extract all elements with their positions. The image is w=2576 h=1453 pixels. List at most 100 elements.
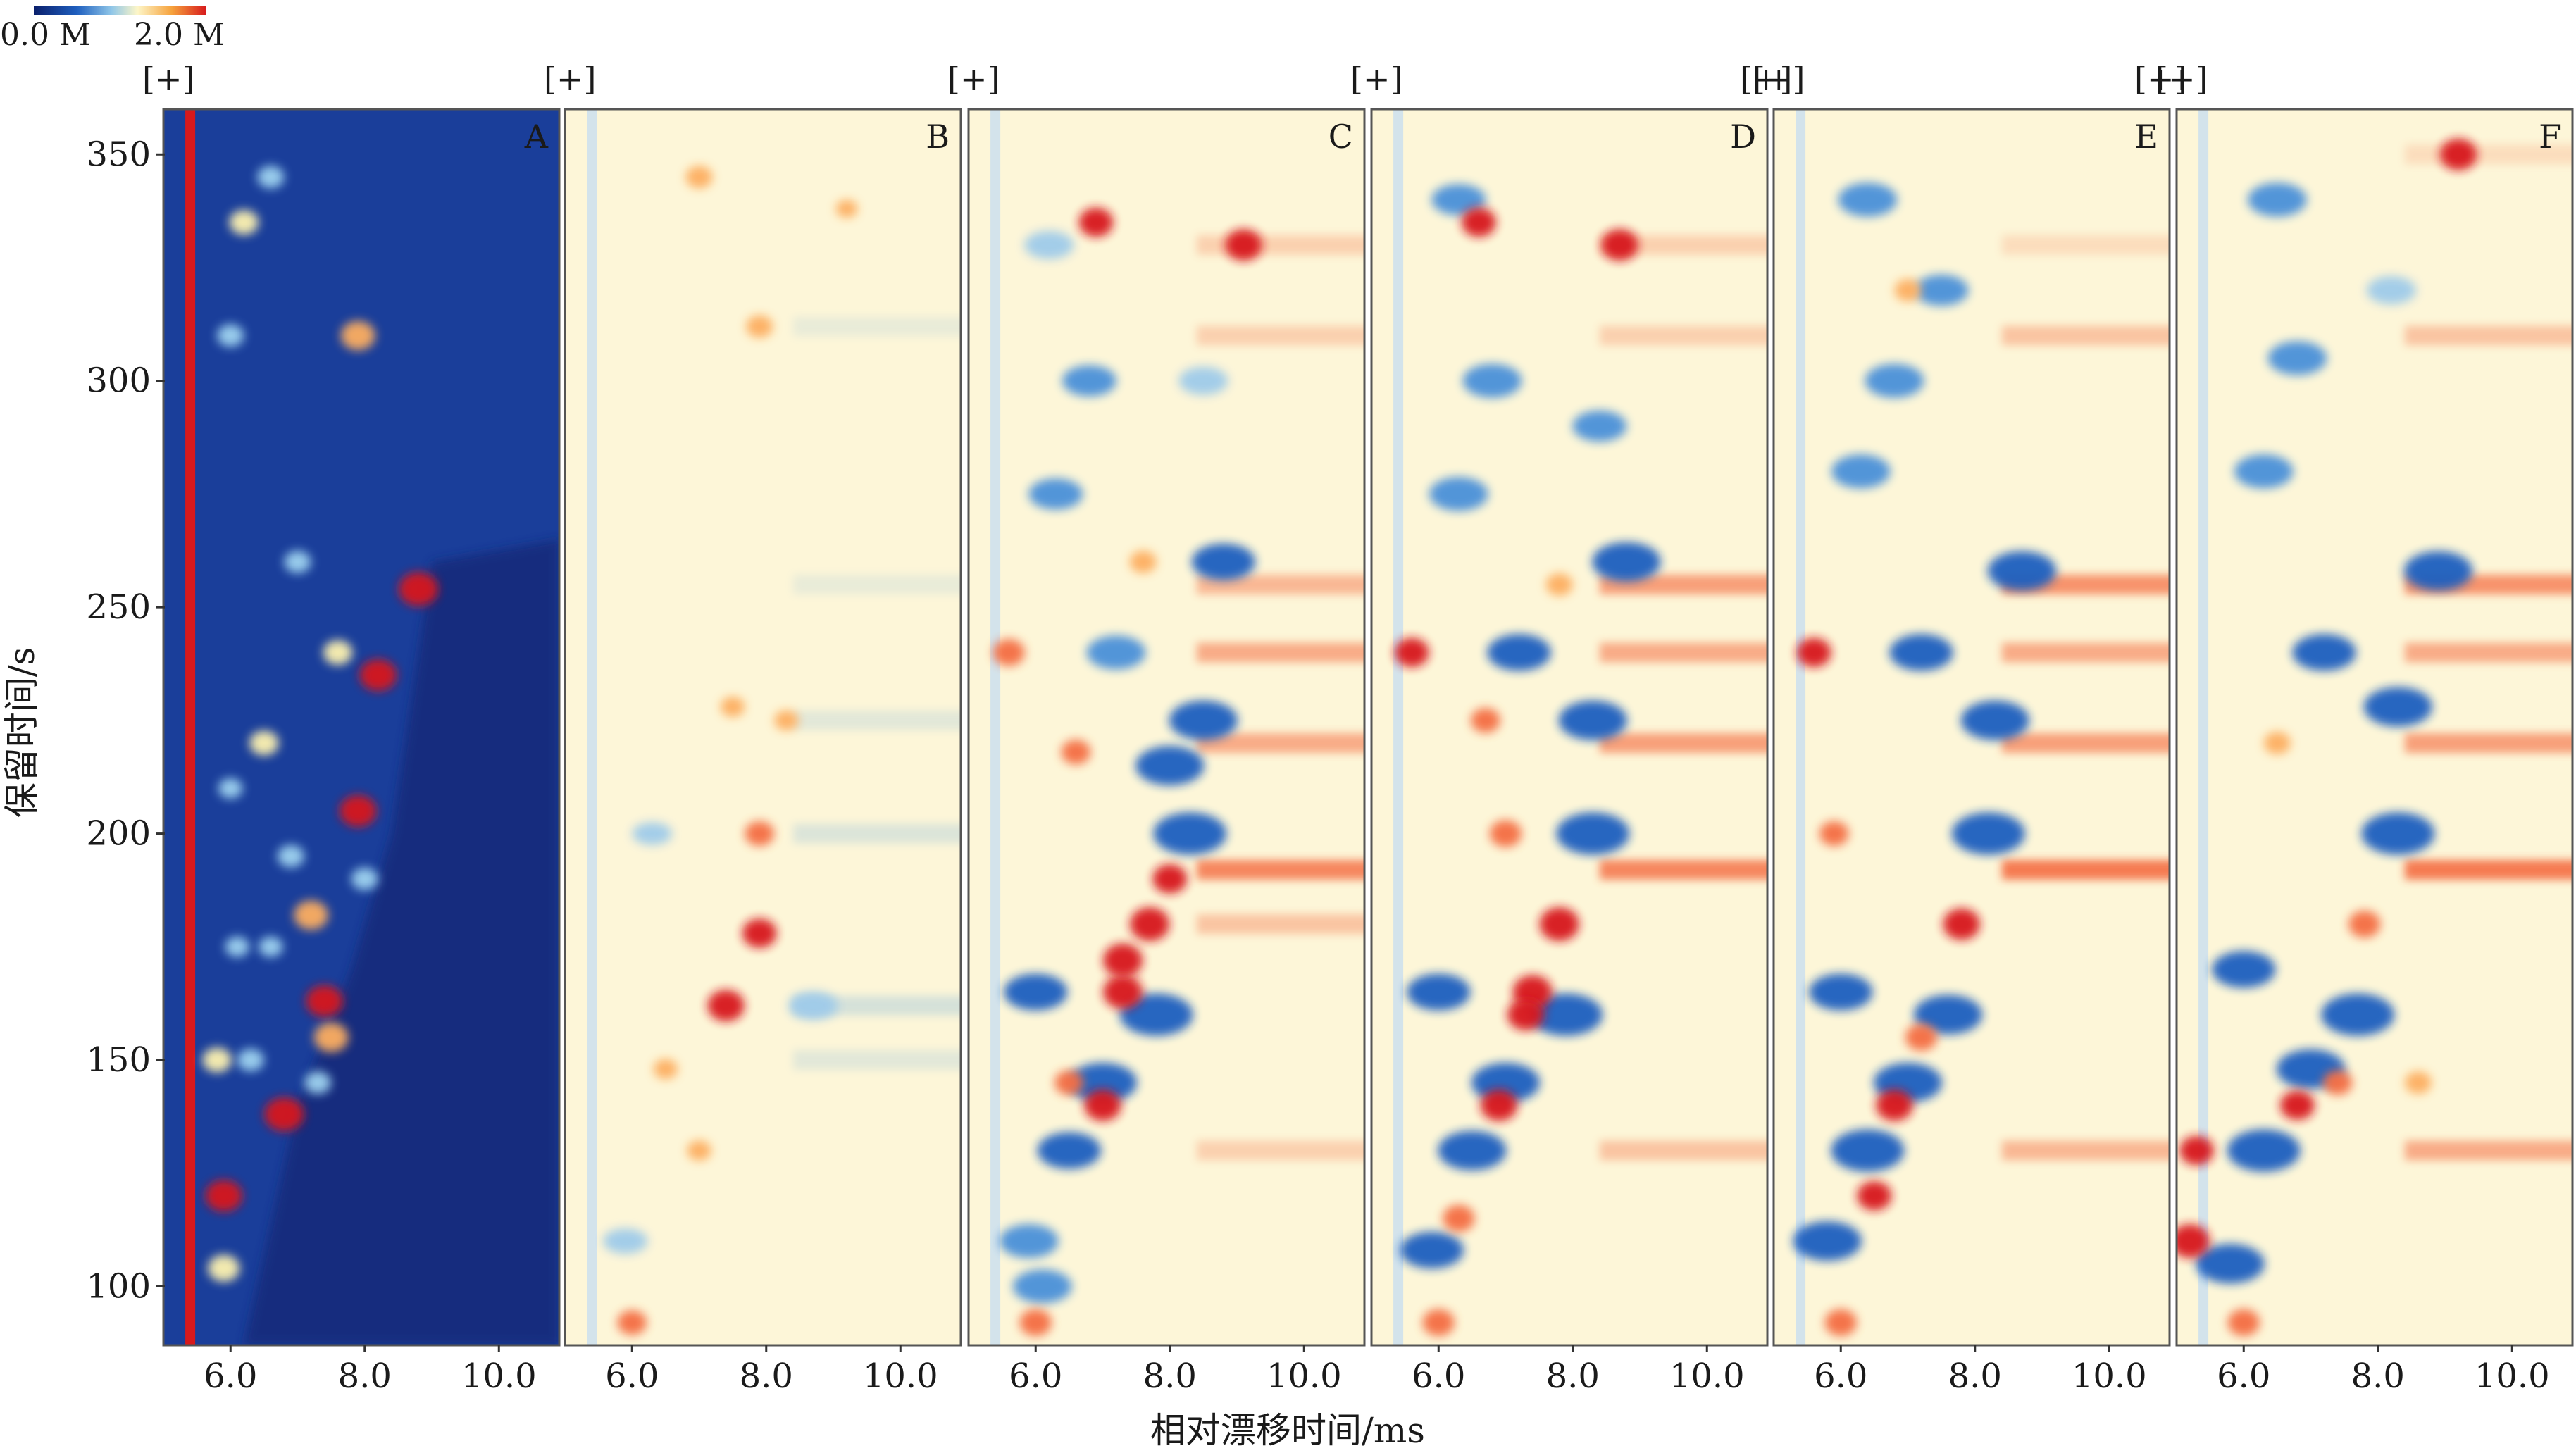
signal-spot-positive [1905,1023,1938,1052]
panel-expand-marker[interactable]: [+] [1350,60,1402,98]
retention-band [2404,860,2572,880]
x-tick-label: 6.0 [1412,1357,1465,1396]
colorbar-min-label: 0.0 M [0,17,91,53]
retention-band [1599,325,1767,346]
retention-band [2404,144,2572,165]
x-tick-label: 8.0 [2351,1357,2405,1396]
signal-spot-positive [2348,910,2381,938]
x-tick-label: 8.0 [740,1357,793,1396]
signal-spot-negative [1024,230,1074,259]
retention-band [2001,733,2170,753]
reactant-ion-peak [2198,109,2209,1345]
colorbar-gradient [34,6,206,15]
signal-spot [398,572,438,606]
signal-spot-positive [687,1140,711,1161]
signal-spot-negative [1178,366,1228,395]
y-tick-label: 150 [86,1040,151,1080]
colorbar: 0.0 M 2.0 M [0,6,225,53]
retention-band [1599,860,1767,880]
signal-spot-positive [2263,732,2291,754]
signal-spot [259,936,283,957]
panel-frame [2175,108,2574,1347]
panel-label: E [2134,118,2158,156]
retention-band [2001,325,2170,346]
signal-spot-negative [1793,1221,1862,1261]
signal-spot-positive [1480,1089,1518,1121]
panel-label: D [1730,118,1756,156]
signal-spot-positive [1129,550,1157,573]
retention-band [2001,235,2170,255]
retention-band [1196,914,1364,935]
signal-spot-negative [1572,411,1627,442]
retention-band [1196,642,1364,663]
panel-group: A[+]B[+]C[+]D[+]E[+]F[+][+] [+] [142,60,2574,1347]
panel-label: B [926,118,950,156]
panel-expand-marker[interactable]: [+] [947,60,1000,98]
retention-band [2001,642,2170,663]
signal-spot-negative [1951,812,2025,855]
signal-spot-negative [1556,812,1630,855]
signal-spot-positive [1152,864,1188,894]
retention-band [792,1050,961,1070]
x-tick-label: 8.0 [1143,1357,1197,1396]
signal-spot [313,1023,349,1052]
signal-spot-negative [1153,812,1227,855]
signal-spot-positive [720,697,745,717]
signal-spot-negative [1191,543,1256,580]
signal-spot-negative [632,822,673,845]
signal-spot-negative [1062,365,1116,397]
signal-spot-positive [2404,1071,2432,1095]
signal-spot-positive [1876,1089,1913,1121]
retention-band [792,710,961,730]
signal-spot [359,659,397,691]
panel-frame [1370,108,1769,1347]
x-axis-label: 相对漂移时间/ms [1150,1410,1425,1451]
y-tick-label: 250 [86,587,151,627]
signal-spot-positive [685,166,713,189]
signal-spot-positive [1103,943,1143,978]
signal-spot-positive [653,1059,678,1080]
retention-band [792,316,961,337]
signal-spot-positive [1084,1089,1121,1121]
signal-spot [218,778,243,799]
panel-expand-marker[interactable]: [+] [1740,60,1792,98]
retention-band [2404,325,2572,346]
signal-spot-positive [1943,908,1980,940]
signal-spot [264,1097,304,1132]
signal-spot-positive [2322,1070,2353,1095]
x-tick-label: 8.0 [1948,1357,2002,1396]
signal-spot-negative [1462,363,1522,398]
signal-spot [237,1049,264,1071]
signal-spot-negative [1068,1063,1138,1103]
panel-expand-marker[interactable]: [+] [142,60,194,98]
retention-band [1599,1140,1767,1161]
x-tick-label: 10.0 [461,1357,537,1396]
signal-spot [229,210,259,235]
signal-spot-negative [2227,1129,2301,1172]
signal-spot-negative [999,1224,1059,1259]
x-tick-label: 10.0 [2072,1357,2147,1396]
panel-background [969,109,1364,1345]
reactant-ion-peak [1393,109,1404,1345]
y-tick-label: 350 [86,135,151,174]
panel-expand-marker[interactable]: [+] [2155,60,2208,98]
signal-spot-positive [1019,1309,1052,1337]
panel-expand-marker[interactable]: [+] [2134,60,2186,98]
background-region [244,539,559,1345]
signal-spot-negative [1529,993,1603,1036]
signal-spot-negative [1831,454,1891,489]
reactant-ion-peak [185,109,196,1345]
panel-expand-marker[interactable]: [+] [1753,60,1805,98]
panel-expand-marker[interactable]: [+] [544,60,596,98]
signal-spot [202,1047,232,1073]
x-tick-label: 10.0 [1669,1357,1745,1396]
signal-spot-positive [1857,1181,1892,1211]
signal-spot [340,320,375,351]
signal-spot-positive [1225,229,1262,261]
signal-spot-negative [1592,542,1661,582]
signal-spot [205,1180,242,1212]
signal-spot-negative [1400,1232,1464,1268]
signal-spot-positive [1061,740,1091,765]
x-axes: 6.0 8.0 10.0 6.0 8.0 10.0 6.0 8.0 10.0 6.0 8.0 10.0… [204,1345,2550,1396]
